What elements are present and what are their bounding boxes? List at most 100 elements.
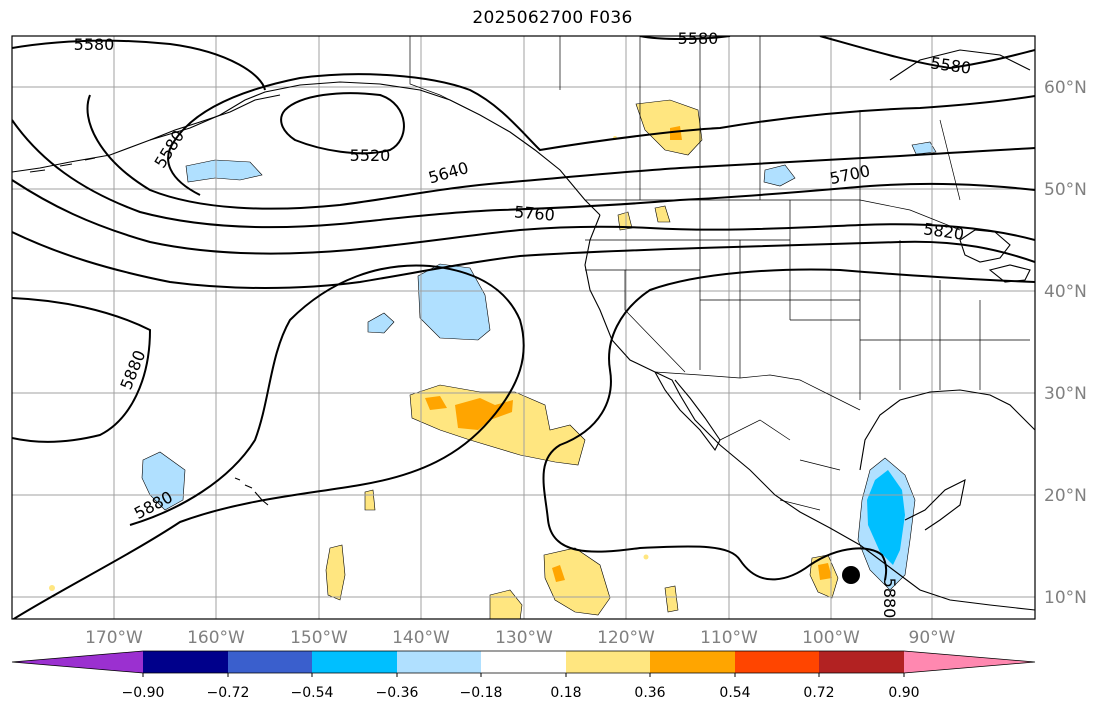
contour-label: 5520 bbox=[350, 146, 391, 165]
positive-anomaly-patch bbox=[364, 489, 376, 511]
contour-label: 5580 bbox=[929, 53, 972, 77]
positive-anomaly-patch bbox=[489, 589, 523, 619]
colorbar-tick-label: −0.54 bbox=[291, 685, 334, 701]
hudson-bay bbox=[889, 49, 1031, 81]
colorbar-tick-label: 0.90 bbox=[888, 685, 919, 701]
contour-label: 5580 bbox=[74, 35, 115, 54]
us-mexico-border bbox=[654, 371, 861, 411]
gulf-coast bbox=[859, 389, 1035, 471]
contour-5880-outer bbox=[12, 297, 152, 443]
colorbar-segment bbox=[397, 651, 481, 673]
baja-california bbox=[654, 371, 721, 452]
negative-anomaly-patch bbox=[763, 164, 796, 187]
colorbar-segment bbox=[481, 651, 566, 673]
colorbar-tick-label: −0.72 bbox=[207, 685, 250, 701]
height-contours bbox=[12, 36, 1035, 619]
canada-province-lines bbox=[559, 36, 961, 201]
yucatan bbox=[904, 479, 966, 531]
coastlines bbox=[12, 49, 1035, 611]
latitude-label: 10°N bbox=[1044, 588, 1087, 608]
latitude-label: 60°N bbox=[1044, 78, 1087, 98]
anomaly-shading bbox=[49, 99, 937, 619]
colorbar-tick-label: −0.18 bbox=[460, 685, 503, 701]
positive-anomaly-core bbox=[818, 563, 832, 580]
us-state-lines bbox=[585, 200, 1030, 400]
contour-label-group: 5580 5580 5580 5580 5520 5640 5760 5700 … bbox=[74, 29, 973, 618]
contour-5820 bbox=[12, 231, 1035, 289]
graticule bbox=[12, 36, 1035, 619]
contour-label: 5700 bbox=[828, 161, 872, 188]
colorbar-segment bbox=[143, 651, 228, 673]
contour-5640 bbox=[86, 94, 1035, 210]
positive-anomaly-core bbox=[455, 398, 513, 430]
aleutian-islands bbox=[29, 157, 96, 173]
positive-anomaly-core bbox=[425, 396, 447, 410]
colorbar-tick-label: 0.36 bbox=[634, 685, 665, 701]
positive-anomaly-core bbox=[670, 126, 682, 140]
latitude-label: 40°N bbox=[1044, 282, 1087, 302]
storm-center-dot-icon bbox=[842, 566, 860, 584]
longitude-label: 100°W bbox=[802, 628, 860, 648]
latitude-label: 50°N bbox=[1044, 180, 1087, 200]
colorbar-tick-labels: −0.90 −0.72 −0.54 −0.36 −0.18 0.18 0.36 … bbox=[122, 685, 920, 701]
latitude-label: 30°N bbox=[1044, 384, 1087, 404]
positive-anomaly-core bbox=[552, 565, 565, 582]
political-borders bbox=[409, 36, 1030, 511]
contour-5580-east bbox=[819, 36, 1035, 70]
contour-label: 5640 bbox=[426, 158, 470, 187]
colorbar-extend-high bbox=[904, 651, 1035, 673]
longitude-label: 130°W bbox=[495, 628, 553, 648]
contour-5700 bbox=[12, 119, 1035, 229]
great-lakes bbox=[959, 229, 1011, 263]
positive-anomaly-patch bbox=[409, 384, 586, 466]
colorbar-extend-low bbox=[12, 651, 143, 673]
negative-anomaly-patch bbox=[367, 312, 395, 334]
longitude-label: 90°W bbox=[909, 628, 956, 648]
colorbar-tick-label: 0.18 bbox=[550, 685, 581, 701]
contour-label: 5760 bbox=[513, 202, 555, 224]
negative-anomaly-patch bbox=[417, 263, 491, 341]
positive-anomaly-dot bbox=[49, 585, 55, 591]
positive-anomaly-patch bbox=[543, 547, 611, 616]
colorbar-segment bbox=[735, 651, 819, 673]
colorbar bbox=[11, 650, 1036, 677]
longitude-label: 110°W bbox=[700, 628, 758, 648]
positive-anomaly-patch bbox=[654, 205, 671, 223]
colorbar-segment bbox=[228, 651, 312, 673]
longitude-labels: 170°W 160°W 150°W 140°W 130°W 120°W 110°… bbox=[85, 628, 956, 648]
alaska-canada-border bbox=[409, 36, 471, 111]
contour-5880-sub bbox=[542, 268, 1035, 581]
longitude-label: 160°W bbox=[187, 628, 245, 648]
positive-anomaly-patch bbox=[664, 585, 679, 613]
colorbar-tick-label: 0.72 bbox=[803, 685, 834, 701]
contour-5880-main bbox=[12, 264, 525, 619]
contour-5760 bbox=[12, 179, 1035, 255]
positive-anomaly-patch bbox=[635, 99, 703, 156]
map-title: 2025062700 F036 bbox=[472, 8, 633, 28]
longitude-label: 170°W bbox=[85, 628, 143, 648]
colorbar-segment bbox=[650, 651, 735, 673]
positive-anomaly-patch bbox=[325, 544, 346, 601]
alaska-coastline bbox=[12, 81, 601, 216]
longitude-label: 150°W bbox=[290, 628, 348, 648]
negative-anomaly-patch bbox=[185, 159, 263, 183]
positive-anomaly-dot bbox=[643, 554, 649, 560]
negative-anomaly-patch bbox=[911, 141, 937, 155]
colorbar-tick-label: −0.90 bbox=[122, 685, 165, 701]
us-canada-border bbox=[585, 199, 961, 231]
west-coast bbox=[584, 214, 1035, 611]
contour-label: 5880 bbox=[880, 578, 899, 619]
colorbar-segment bbox=[312, 651, 397, 673]
mexico-state-lines bbox=[719, 419, 841, 511]
contour-5580-north bbox=[639, 36, 731, 40]
contour-5520 bbox=[280, 92, 405, 155]
colorbar-tick-label: 0.54 bbox=[719, 685, 750, 701]
latitude-labels: 60°N 50°N 40°N 30°N 20°N 10°N bbox=[1044, 78, 1087, 608]
latitude-label: 20°N bbox=[1044, 486, 1087, 506]
colorbar-segment bbox=[566, 651, 650, 673]
colorbar-segment bbox=[819, 651, 904, 673]
negative-anomaly-core bbox=[867, 470, 905, 565]
map-frame bbox=[11, 35, 1036, 620]
contour-5580 bbox=[12, 39, 266, 91]
